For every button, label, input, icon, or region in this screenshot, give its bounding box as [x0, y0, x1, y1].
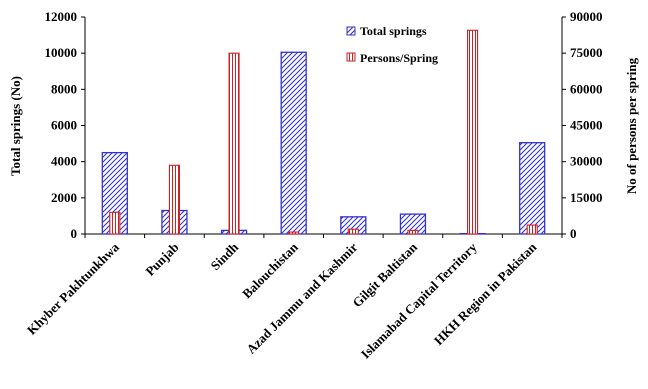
legend: Total springs Persons/Spring — [346, 24, 438, 65]
legend-swatch-persons-per-spring — [346, 52, 356, 62]
legend-label-total-springs: Total springs — [360, 24, 427, 38]
left-tick-label: 8000 — [51, 81, 77, 96]
right-tick-label: 75000 — [570, 45, 603, 60]
bar-persons-per-spring — [467, 29, 479, 235]
category-label: Sindh — [208, 239, 242, 273]
category-label: Islamabad Capital Territory — [358, 239, 480, 361]
category-label: Punjab — [142, 240, 181, 279]
left-tick-label: 0 — [71, 226, 78, 241]
right-tick-label: 15000 — [570, 190, 603, 205]
bar-persons-per-spring — [347, 228, 359, 235]
bar-persons-per-spring — [109, 211, 121, 235]
category-label: Khyber Pakhtunkhwa — [24, 239, 122, 337]
bar-total-springs — [280, 51, 307, 235]
left-tick-label: 12000 — [45, 9, 78, 24]
right-tick-label: 0 — [570, 226, 577, 241]
y-axis-label: Total springs (No) — [8, 76, 23, 176]
left-tick-label: 2000 — [51, 190, 77, 205]
right-tick-label: 60000 — [570, 81, 603, 96]
legend-swatch-total-springs — [346, 26, 356, 36]
x-axis-tick-labels: Khyber Pakhtunkhwa Punjab SindhBalouchista… — [24, 234, 563, 361]
left-tick-label: 10000 — [45, 45, 78, 60]
right-tick-label: 30000 — [570, 154, 603, 169]
bar-persons-per-spring — [288, 231, 300, 235]
right-axis-ticks: 0 15000 30000 45000 60000 75000 90000 — [562, 9, 603, 241]
category-label: Balouchistan — [239, 239, 301, 301]
legend-label-persons-per-spring: Persons/Spring — [360, 51, 438, 65]
left-tick-label: 4000 — [51, 154, 77, 169]
bar-total-springs — [519, 142, 546, 235]
bar-persons-per-spring — [526, 224, 538, 235]
category-label: HKH Region in Pakistan — [431, 239, 540, 348]
bar-persons-per-spring — [168, 164, 180, 235]
left-tick-label: 6000 — [51, 118, 77, 133]
category-label: Azad Jammu and Kashmir — [243, 239, 360, 356]
y2-axis-label: No of persons per spring — [624, 57, 639, 194]
bar-marks — [101, 29, 546, 235]
left-axis-ticks: 0 2000 4000 6000 8000 10000 12000 — [45, 9, 85, 241]
plot-area — [84, 17, 563, 235]
right-tick-label: 45000 — [570, 118, 603, 133]
bar-persons-per-spring — [228, 52, 240, 235]
bar-persons-per-spring — [407, 229, 419, 235]
right-tick-label: 90000 — [570, 9, 603, 24]
